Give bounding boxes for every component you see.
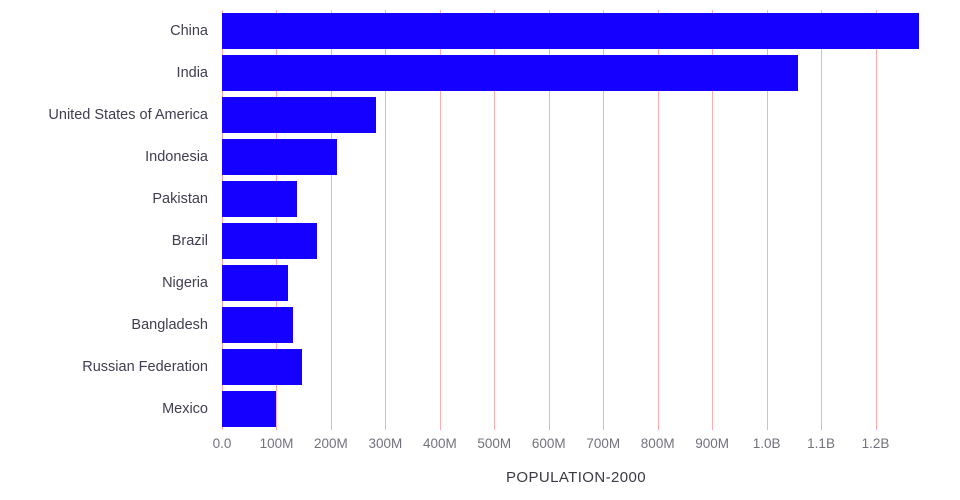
bar-row: India: [177, 52, 930, 94]
x-tick-label: 0.0: [212, 436, 232, 451]
bar-china: [222, 13, 920, 49]
bar-row: Mexico: [162, 388, 930, 430]
bar-row: Nigeria: [162, 262, 930, 304]
bar-rows: China India United States of America Indone…: [48, 10, 930, 430]
bar-pakistan: [222, 181, 298, 217]
x-tick-label: 900M: [695, 436, 730, 451]
bar-row: United States of America: [48, 94, 930, 136]
category-label: Pakistan: [152, 191, 208, 207]
gridline: [548, 10, 550, 430]
gridline: [766, 10, 768, 430]
bar-row: Pakistan: [152, 178, 930, 220]
gridline: [712, 10, 714, 430]
bar-row: Indonesia: [145, 136, 930, 178]
gridline: [222, 10, 223, 430]
gridline: [276, 10, 278, 430]
bar-russian-federation: [222, 349, 302, 385]
x-tick-label: 800M: [640, 436, 675, 451]
category-label: Mexico: [162, 401, 208, 417]
x-tick-label: 200M: [314, 436, 348, 451]
category-label: Indonesia: [145, 149, 208, 165]
gridline: [385, 10, 387, 430]
category-label: India: [176, 65, 208, 81]
x-axis-title: POPULATION-2000: [506, 469, 646, 486]
x-tick-label: 700M: [586, 436, 621, 451]
x-tick-label: 1.2B: [861, 436, 890, 451]
bar-brazil: [222, 223, 318, 259]
bar-united-states-of-america: [222, 97, 376, 133]
bar-row: Brazil: [172, 220, 930, 262]
category-label: United States of America: [48, 107, 208, 123]
bar-indonesia: [222, 139, 337, 175]
bar-row: Russian Federation: [82, 346, 930, 388]
plot-area: China India United States of America Indone…: [48, 10, 930, 430]
x-tick-label: 100M: [259, 436, 294, 451]
gridline: [603, 10, 605, 430]
bar-row: Bangladesh: [131, 304, 930, 346]
gridline: [439, 10, 441, 430]
x-tick-label: 500M: [477, 436, 512, 451]
x-axis-ticks: 0.0 100M 200M 300M 400M 500M 600M 700M 800M 900M 1…: [213, 436, 930, 456]
bar-row: China: [170, 10, 930, 52]
gridline: [657, 10, 659, 430]
gridlines: [222, 10, 930, 430]
bar-india: [222, 55, 798, 91]
category-label: Nigeria: [162, 275, 208, 291]
category-label: Russian Federation: [82, 359, 208, 375]
category-label: Brazil: [171, 233, 208, 249]
gridline: [821, 10, 823, 430]
bar-bangladesh: [222, 307, 293, 343]
x-tick-label: 1.0B: [752, 436, 781, 451]
x-tick-label: 600M: [531, 436, 566, 451]
x-tick-label: 400M: [422, 436, 457, 451]
bar-mexico: [222, 391, 276, 427]
x-tick-label: 1.1B: [807, 436, 835, 451]
category-label: Bangladesh: [131, 317, 208, 333]
gridline: [875, 10, 877, 430]
category-label: China: [170, 23, 208, 39]
gridline: [330, 10, 332, 430]
bar-nigeria: [222, 265, 289, 301]
x-tick-label: 300M: [368, 436, 403, 451]
gridline: [494, 10, 496, 430]
